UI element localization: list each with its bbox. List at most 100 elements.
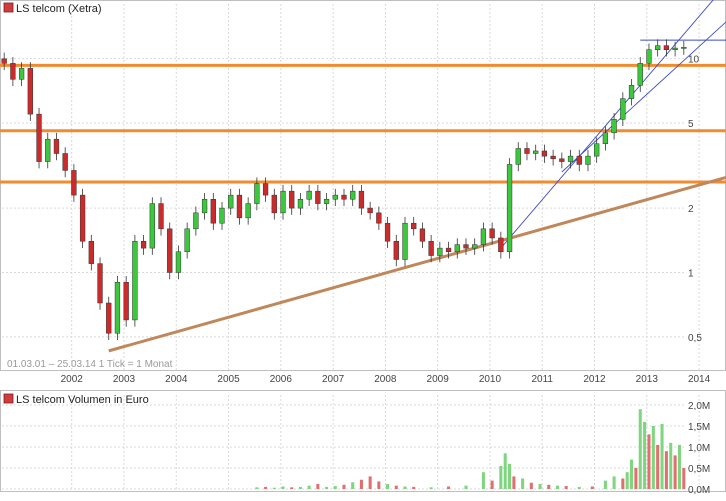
x-tick-label: 2007 [322, 374, 345, 385]
volume-bar [547, 484, 551, 489]
volume-bar [412, 486, 416, 489]
candle-body [480, 228, 487, 245]
candle-body [323, 198, 330, 204]
candle-body [193, 212, 199, 230]
candle-body [27, 68, 33, 115]
candle-body [428, 240, 434, 256]
candle-body [393, 240, 399, 260]
candle-body [350, 190, 356, 200]
volume-bar [394, 485, 398, 489]
volume-legend-label: LS telcom Volumen in Euro [16, 394, 149, 406]
volume-bar [630, 459, 634, 489]
volume-bar [590, 486, 594, 489]
candle-body [358, 190, 365, 209]
volume-bar [490, 480, 494, 489]
candle-body [637, 63, 643, 86]
price-legend: LS telcom (Xetra) [3, 2, 102, 15]
candle-body [18, 68, 25, 80]
x-axis-labels: 2002 2003 2004 2005 2006 2007 2008 2009 2010 2011… [61, 374, 711, 385]
x-tick-label: 2006 [270, 374, 293, 385]
price-y-tick-label: 0,5 [688, 333, 702, 344]
volume-bar [612, 476, 616, 489]
candle-body [454, 244, 460, 253]
volume-bar [634, 468, 638, 489]
candle-body [236, 194, 243, 219]
volume-bar [638, 409, 642, 489]
volume-bar [403, 486, 407, 489]
candle-body [332, 194, 338, 200]
volume-bar [673, 455, 677, 489]
uptrend-line [561, 21, 726, 173]
volume-y-tick-label: 1,0M [688, 443, 710, 454]
volume-bar [669, 442, 673, 489]
candle-body [463, 244, 469, 249]
candle-body [280, 190, 286, 214]
candle-body [271, 194, 277, 214]
x-tick-label: 2008 [374, 374, 397, 385]
candle-body [646, 49, 652, 64]
candle-body [297, 198, 304, 209]
volume-bar [603, 480, 607, 489]
candle-body [106, 302, 112, 334]
candle-body [559, 158, 565, 162]
candle-body [602, 132, 609, 144]
volume-bar [481, 472, 485, 489]
price-y-tick-label: 10 [688, 55, 700, 66]
price-y-tick-label: 1 [688, 268, 694, 279]
candle-body [10, 63, 16, 80]
volume-bar [512, 476, 516, 489]
candle-body [175, 251, 182, 273]
volume-bar [503, 453, 507, 489]
candle-body [254, 183, 260, 204]
x-tick-label: 2012 [583, 374, 606, 385]
candle-body [62, 153, 68, 171]
candle-body [201, 198, 208, 214]
volume-bar [351, 482, 355, 489]
x-tick-label: 2011 [531, 374, 553, 385]
candle-body [506, 164, 513, 253]
volume-bar [429, 487, 433, 489]
candle-body [149, 203, 155, 249]
volume-bar [264, 486, 268, 489]
x-tick-label: 2014 [688, 374, 711, 385]
volume-bar [298, 486, 302, 489]
candle-body [114, 282, 121, 334]
price-panel-frame [0, 0, 726, 371]
candle-body [384, 222, 391, 242]
candle-body [184, 228, 190, 253]
candle-body [611, 119, 617, 134]
volume-y-tick-label: 0,5M [688, 464, 710, 475]
volume-bar [529, 482, 533, 489]
volume-bar [377, 481, 381, 489]
candle-body [367, 207, 373, 214]
candle-body [53, 138, 60, 154]
x-tick-label: 2013 [636, 374, 659, 385]
volume-bar [677, 444, 681, 489]
volume-bar [643, 421, 647, 489]
price-y-axis: 0,5 1 2 5 10 [688, 55, 702, 344]
candle-body [1, 58, 7, 64]
x-tick-label: 2003 [113, 374, 136, 385]
candle-body [219, 207, 225, 224]
candle-body [585, 155, 591, 165]
candle-body [228, 194, 234, 209]
candle-body [167, 228, 173, 273]
volume-y-tick-label: 0,0M [688, 485, 710, 496]
candle-body [245, 203, 251, 219]
price-legend-swatch [3, 2, 14, 13]
volume-bar [656, 444, 660, 489]
candle-body [550, 155, 556, 160]
volume-bar [508, 463, 512, 489]
candle-body [210, 198, 216, 224]
volume-bar [368, 476, 372, 489]
volume-bar [555, 485, 560, 489]
volume-bar [647, 434, 651, 489]
volume-bars [255, 409, 686, 489]
volume-bar [521, 478, 525, 489]
candle-body [411, 222, 417, 230]
volume-bar [386, 483, 390, 489]
volume-bar [664, 451, 668, 489]
candle-body [341, 194, 347, 200]
